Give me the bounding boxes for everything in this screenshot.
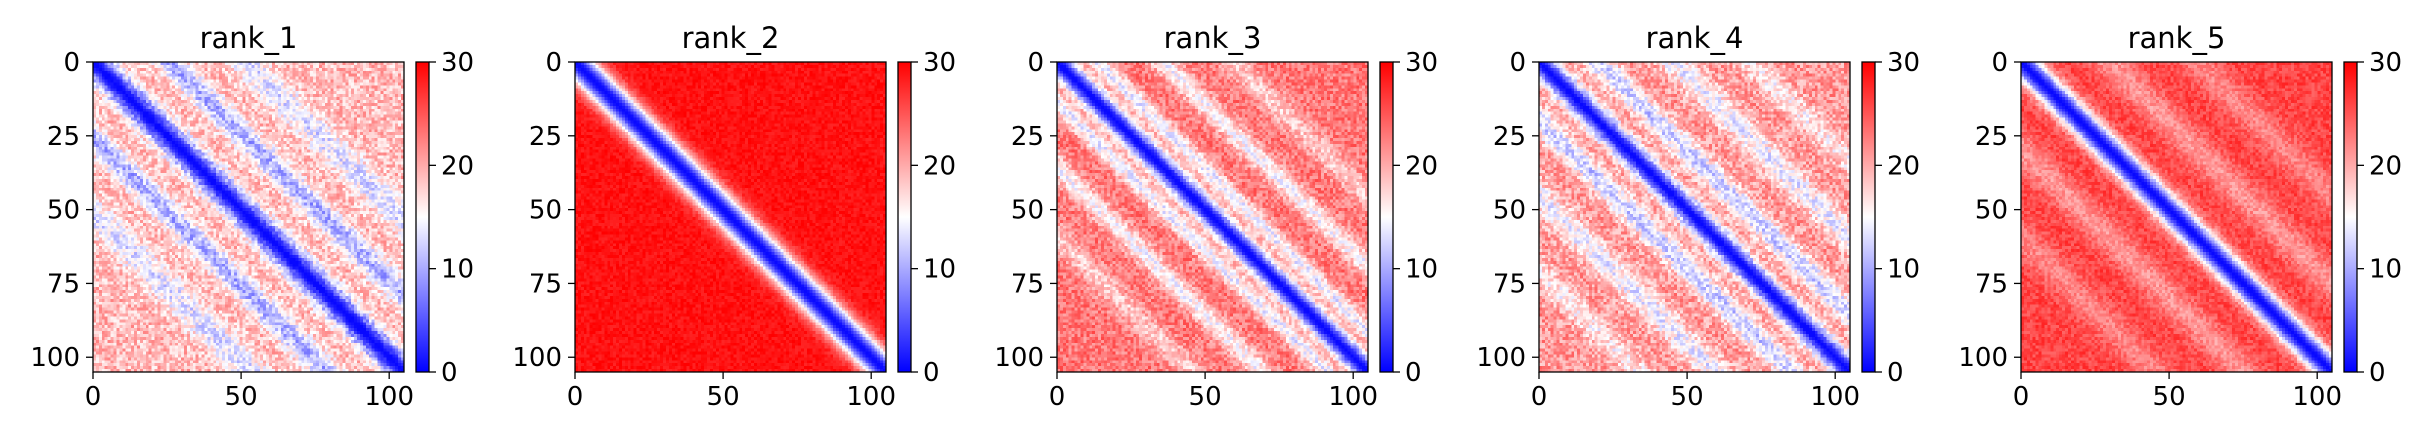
colorbar-tick-label: 0 — [2369, 358, 2386, 388]
heatmap-image — [575, 62, 886, 372]
heatmap-image — [1539, 62, 1850, 372]
x-tick-label: 50 — [1189, 382, 1222, 412]
plot-frame — [2020, 61, 2333, 373]
x-tick-label: 100 — [1328, 382, 1378, 412]
y-tick-label: 50 — [1011, 196, 1044, 226]
y-tick-label: 75 — [1493, 269, 1526, 299]
y-tick-label: 50 — [47, 196, 80, 226]
y-tick-label: 25 — [529, 122, 562, 152]
colorbar-tick-label: 20 — [1405, 151, 1438, 181]
y-tick-label: 100 — [1958, 343, 2008, 373]
colorbar-tick-label: 30 — [1405, 48, 1438, 78]
colorbar-tick-label: 30 — [923, 48, 956, 78]
y-tick-label: 75 — [47, 269, 80, 299]
x-tick-label: 50 — [707, 382, 740, 412]
chart-title: rank_5 — [2128, 21, 2226, 55]
x-tick-label: 0 — [567, 382, 584, 412]
colorbar — [898, 62, 911, 372]
y-tick-label: 75 — [1011, 269, 1044, 299]
y-tick-label: 100 — [512, 343, 562, 373]
y-tick-label: 0 — [1027, 48, 1044, 78]
x-tick-label: 100 — [1810, 382, 1860, 412]
y-tick-label: 50 — [1493, 196, 1526, 226]
plot-frame — [1538, 61, 1851, 373]
colorbar-frame — [415, 61, 430, 373]
chart-title: rank_1 — [200, 21, 298, 55]
y-tick-label: 100 — [994, 343, 1044, 373]
colorbar-tick-label: 20 — [923, 151, 956, 181]
y-tick-label: 75 — [1975, 269, 2008, 299]
colorbar-tick-label: 10 — [441, 255, 474, 285]
colorbar-tick-label: 20 — [2369, 151, 2402, 181]
colorbar-tick-label: 10 — [2369, 255, 2402, 285]
y-tick-label: 25 — [1011, 122, 1044, 152]
x-tick-label: 100 — [2292, 382, 2342, 412]
colorbar-tick-label: 30 — [2369, 48, 2402, 78]
colorbar-frame — [2343, 61, 2358, 373]
y-tick-label: 100 — [1476, 343, 1526, 373]
y-tick-label: 100 — [30, 343, 80, 373]
x-tick-label: 0 — [1049, 382, 1066, 412]
plot-frame — [92, 61, 405, 373]
colorbar-frame — [1861, 61, 1876, 373]
colorbar — [1380, 62, 1393, 372]
plot-frame — [574, 61, 887, 373]
x-tick-label: 0 — [2013, 382, 2030, 412]
x-tick-label: 50 — [225, 382, 258, 412]
colorbar-tick-label: 10 — [923, 255, 956, 285]
x-tick-label: 100 — [364, 382, 414, 412]
y-tick-label: 0 — [545, 48, 562, 78]
colorbar — [416, 62, 429, 372]
colorbar — [2344, 62, 2357, 372]
y-tick-label: 25 — [47, 122, 80, 152]
heatmap-image — [93, 62, 404, 372]
x-tick-label: 0 — [1531, 382, 1548, 412]
colorbar — [1862, 62, 1875, 372]
y-tick-label: 0 — [63, 48, 80, 78]
y-tick-label: 25 — [1975, 122, 2008, 152]
chart-title: rank_3 — [1164, 21, 1262, 55]
chart-title: rank_4 — [1646, 21, 1744, 55]
chart-title: rank_2 — [682, 21, 780, 55]
y-tick-label: 0 — [1509, 48, 1526, 78]
x-tick-label: 50 — [2153, 382, 2186, 412]
colorbar-tick-label: 30 — [1887, 48, 1920, 78]
y-tick-label: 50 — [1975, 196, 2008, 226]
x-tick-label: 50 — [1671, 382, 1704, 412]
colorbar-tick-label: 0 — [1887, 358, 1904, 388]
heatmap-image — [1057, 62, 1368, 372]
colorbar-tick-label: 30 — [441, 48, 474, 78]
colorbar-tick-label: 10 — [1887, 255, 1920, 285]
y-tick-label: 0 — [1991, 48, 2008, 78]
colorbar-tick-label: 0 — [1405, 358, 1422, 388]
colorbar-tick-label: 20 — [441, 151, 474, 181]
y-tick-label: 50 — [529, 196, 562, 226]
y-tick-label: 75 — [529, 269, 562, 299]
y-tick-label: 25 — [1493, 122, 1526, 152]
plot-frame — [1056, 61, 1369, 373]
colorbar-tick-label: 10 — [1405, 255, 1438, 285]
colorbar-frame — [897, 61, 912, 373]
colorbar-tick-label: 20 — [1887, 151, 1920, 181]
x-tick-label: 100 — [846, 382, 896, 412]
colorbar-frame — [1379, 61, 1394, 373]
heatmap-image — [2021, 62, 2332, 372]
x-tick-label: 0 — [85, 382, 102, 412]
colorbar-tick-label: 0 — [923, 358, 940, 388]
colorbar-tick-label: 0 — [441, 358, 458, 388]
